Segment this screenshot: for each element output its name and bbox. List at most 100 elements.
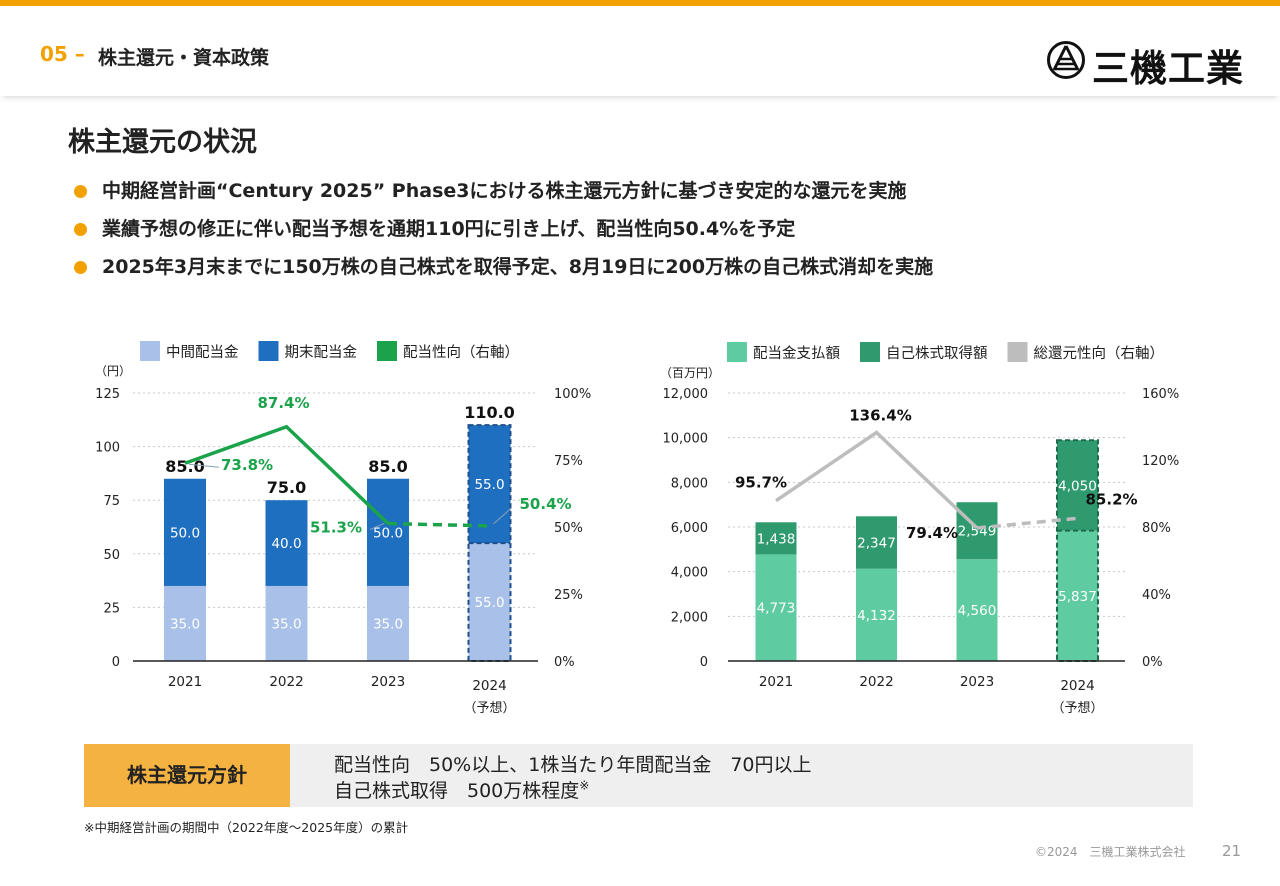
header: 05 – 株主還元・資本政策 三機工業 <box>0 6 1280 96</box>
legend-swatch <box>1007 342 1028 362</box>
x-tick-label: 2021 <box>168 674 202 690</box>
bar-total-label: 110.0 <box>464 403 515 422</box>
ratio-label-leader <box>188 463 220 468</box>
bar-value-label: 55.0 <box>474 595 504 611</box>
bar-value-label: 40.0 <box>271 536 301 552</box>
bar-segment <box>367 585 409 661</box>
y-tick-label: 25 <box>103 601 120 616</box>
bar-value-label: 35.0 <box>373 616 403 632</box>
bar-value-label: 1,438 <box>757 531 796 547</box>
bullet-dot-icon <box>74 185 87 198</box>
y2-tick-label: 25% <box>554 588 583 603</box>
legend-label: 期末配当金 <box>285 344 358 361</box>
bullet-item: 中期経営計画“Century 2025” Phase3における株主還元方針に基づ… <box>74 176 933 214</box>
policy-line-1: 配当性向 50%以上、1株当たり年間配当金 70円以上 <box>334 754 812 776</box>
bar-segment <box>367 478 409 586</box>
legend-swatch <box>140 341 160 361</box>
bar-segment <box>956 559 998 661</box>
y-axis-unit-label: （円） <box>95 364 131 378</box>
x-tick-sublabel: （予想） <box>1051 700 1103 716</box>
bullet-dot-icon <box>74 223 87 236</box>
page-number: 21 <box>1222 842 1242 860</box>
ratio-label: 87.4% <box>257 394 309 412</box>
legend-swatch <box>377 341 397 361</box>
y-tick-label: 50 <box>103 548 120 563</box>
y2-tick-label: 0% <box>1142 655 1163 670</box>
section-title: 株主還元・資本政策 <box>98 47 270 69</box>
y-tick-label: 4,000 <box>671 566 708 581</box>
legend-swatch <box>258 341 279 361</box>
page-title: 株主還元の状況 <box>68 127 257 158</box>
ratio-label: 50.4% <box>520 495 572 513</box>
ratio-label: 51.3% <box>310 519 362 537</box>
bar-segment <box>468 543 511 661</box>
y-tick-label: 8,000 <box>671 476 708 491</box>
y-tick-label: 12,000 <box>663 387 709 402</box>
bar-segment <box>468 425 511 544</box>
bar-segment <box>1057 440 1098 531</box>
ratio-label: 79.4% <box>906 524 958 542</box>
bar-value-label: 4,050 <box>1058 478 1097 494</box>
ratio-label: 73.8% <box>221 456 273 474</box>
y-tick-label: 2,000 <box>671 610 708 625</box>
ratio-label-leader <box>369 523 385 530</box>
x-tick-label: 2022 <box>269 674 303 690</box>
bar-value-label: 50.0 <box>373 525 403 541</box>
x-tick-sublabel: （予想） <box>463 700 515 716</box>
ratio-label: 136.4% <box>849 407 911 425</box>
x-tick-label: 2023 <box>960 674 994 690</box>
bullet-item: 業績予想の修正に伴い配当予想を通期110円に引き上げ、配当性向50.4%を予定 <box>74 214 933 252</box>
footnote: ※中期経営計画の期間中（2022年度～2025年度）の累計 <box>84 820 409 835</box>
x-tick-label: 2023 <box>371 674 405 690</box>
y2-tick-label: 160% <box>1142 387 1179 402</box>
ratio-line <box>775 430 979 530</box>
legend-label: 総還元性向（右軸） <box>1034 345 1165 362</box>
logo-text: 三機工業 <box>1092 47 1244 90</box>
bar-segment <box>164 478 206 586</box>
bar-value-label: 5,837 <box>1058 589 1097 605</box>
bar-segment <box>755 554 797 661</box>
y2-tick-label: 120% <box>1142 454 1179 469</box>
policy-box: 株主還元方針 配当性向 50%以上、1株当たり年間配当金 70円以上 自己株式取… <box>84 744 1193 807</box>
top-accent-bar <box>0 0 1280 6</box>
y2-tick-label: 50% <box>554 521 583 536</box>
policy-line-2: 自己株式取得 500万株程度※ <box>334 778 590 802</box>
y-axis-unit-label: （百万円） <box>660 366 720 380</box>
y2-tick-label: 0% <box>554 655 575 670</box>
bar-value-label: 50.0 <box>170 525 200 541</box>
legend-label: 配当性向（右軸） <box>403 344 519 361</box>
bar-segment <box>856 516 897 569</box>
y-tick-label: 100 <box>95 441 120 456</box>
legend-swatch <box>727 342 747 362</box>
bar-value-label: 4,773 <box>757 601 796 617</box>
bar-value-label: 2,347 <box>857 536 896 552</box>
bar-total-label: 85.0 <box>368 457 407 476</box>
y2-tick-label: 100% <box>554 387 591 402</box>
bar-segment <box>755 522 797 555</box>
bar-value-label: 4,560 <box>958 603 997 619</box>
y-tick-label: 6,000 <box>671 521 708 536</box>
legend-label: 中間配当金 <box>166 344 239 361</box>
ratio-line-forecast <box>387 521 490 528</box>
y2-tick-label: 40% <box>1142 588 1171 603</box>
bullet-item: 2025年3月末までに150万株の自己株式を取得予定、8月19日に200万株の自… <box>74 252 933 290</box>
bar-value-label: 55.0 <box>474 477 504 493</box>
bar-segment <box>1057 530 1098 661</box>
policy-footnote-mark: ※ <box>579 778 590 793</box>
x-tick-label: 2024 <box>472 678 506 694</box>
x-tick-label: 2021 <box>759 674 793 690</box>
bullet-dot-icon <box>74 261 87 274</box>
x-tick-label: 2024 <box>1060 678 1094 694</box>
bar-value-label: 35.0 <box>271 616 301 632</box>
y-tick-label: 125 <box>95 387 120 402</box>
x-tick-label: 2022 <box>859 674 893 690</box>
legend-label: 配当金支払額 <box>753 345 840 362</box>
shareholder-return-chart: 配当金支払額 自己株式取得額 総還元性向（右軸） （百万円） 0 2,000 4,000 6,… <box>660 342 1179 716</box>
logo-mark-icon <box>1047 41 1085 79</box>
ratio-line-forecast <box>976 516 1078 530</box>
y-tick-label: 10,000 <box>663 432 709 447</box>
ratio-label-leader <box>493 507 512 525</box>
legend-swatch <box>860 342 880 362</box>
bar-value-label: 2,549 <box>958 524 997 540</box>
bar-total-label: 75.0 <box>267 478 306 497</box>
